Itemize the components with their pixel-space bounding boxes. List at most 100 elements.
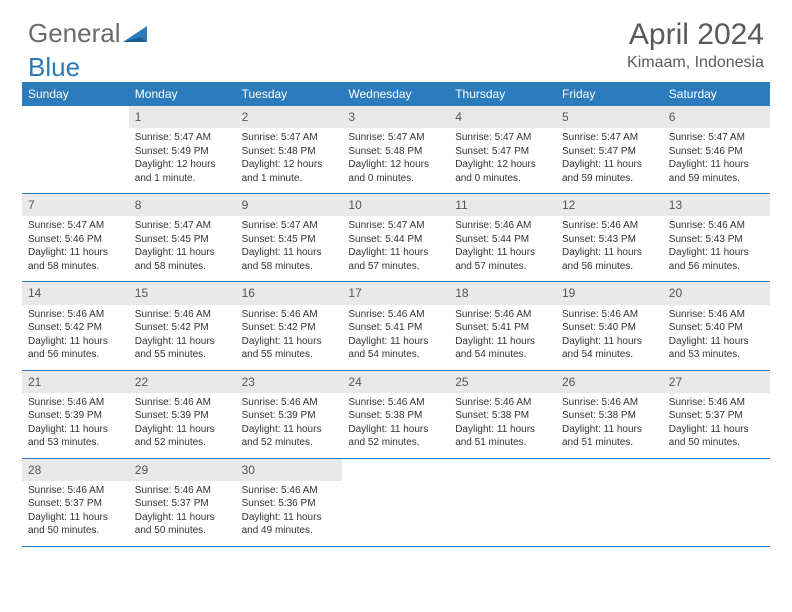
sunset-text: Sunset: 5:38 PM: [455, 410, 529, 421]
calendar-cell: 13Sunrise: 5:46 AMSunset: 5:43 PMDayligh…: [663, 194, 770, 281]
logo: General: [28, 18, 151, 49]
day-number: 16: [236, 282, 343, 304]
day-body: Sunrise: 5:46 AMSunset: 5:36 PMDaylight:…: [236, 481, 343, 546]
sunset-text: Sunset: 5:37 PM: [28, 498, 102, 509]
day-number: 3: [342, 106, 449, 128]
sunrise-text: Sunrise: 5:46 AM: [669, 309, 745, 320]
daylight-text: Daylight: 11 hours and 57 minutes.: [455, 247, 535, 272]
sunrise-text: Sunrise: 5:46 AM: [242, 309, 318, 320]
day-number: [342, 459, 449, 481]
sunset-text: Sunset: 5:44 PM: [348, 234, 422, 245]
weekday-header: SundayMondayTuesdayWednesdayThursdayFrid…: [22, 82, 770, 106]
day-body: Sunrise: 5:47 AMSunset: 5:45 PMDaylight:…: [129, 216, 236, 281]
sunrise-text: Sunrise: 5:46 AM: [562, 309, 638, 320]
daylight-text: Daylight: 11 hours and 59 minutes.: [562, 159, 642, 184]
daylight-text: Daylight: 11 hours and 51 minutes.: [455, 424, 535, 449]
title-block: April 2024 Kimaam, Indonesia: [627, 18, 764, 72]
calendar-cell: 15Sunrise: 5:46 AMSunset: 5:42 PMDayligh…: [129, 282, 236, 369]
sunrise-text: Sunrise: 5:46 AM: [562, 220, 638, 231]
calendar: SundayMondayTuesdayWednesdayThursdayFrid…: [22, 82, 770, 547]
calendar-cell: 16Sunrise: 5:46 AMSunset: 5:42 PMDayligh…: [236, 282, 343, 369]
daylight-text: Daylight: 11 hours and 52 minutes.: [135, 424, 215, 449]
day-body: [22, 128, 129, 188]
day-number: [449, 459, 556, 481]
header: General April 2024 Kimaam, Indonesia: [0, 0, 792, 82]
day-body: [556, 481, 663, 541]
day-number: 2: [236, 106, 343, 128]
sunset-text: Sunset: 5:40 PM: [669, 322, 743, 333]
calendar-cell: 28Sunrise: 5:46 AMSunset: 5:37 PMDayligh…: [22, 459, 129, 546]
daylight-text: Daylight: 11 hours and 49 minutes.: [242, 512, 322, 537]
weekday-label: Monday: [129, 82, 236, 106]
daylight-text: Daylight: 12 hours and 1 minute.: [135, 159, 216, 184]
calendar-cell: 1Sunrise: 5:47 AMSunset: 5:49 PMDaylight…: [129, 106, 236, 193]
day-number: 27: [663, 371, 770, 393]
calendar-cell: 17Sunrise: 5:46 AMSunset: 5:41 PMDayligh…: [342, 282, 449, 369]
calendar-cell: 12Sunrise: 5:46 AMSunset: 5:43 PMDayligh…: [556, 194, 663, 281]
calendar-cell: 3Sunrise: 5:47 AMSunset: 5:48 PMDaylight…: [342, 106, 449, 193]
day-body: Sunrise: 5:46 AM Sunset: 5:37 PM Daylight:…: [663, 393, 770, 458]
sunrise-text: Sunrise: 5:46 AM: [242, 485, 318, 496]
sunrise-text: Sunrise: 5:46 AM: [669, 397, 745, 408]
sunset-text: Sunset: 5:39 PM: [28, 410, 102, 421]
daylight-text: Daylight: 12 hours and 0 minutes.: [455, 159, 536, 184]
day-body: Sunrise: 5:47 AMSunset: 5:44 PMDaylight:…: [342, 216, 449, 281]
day-number: 15: [129, 282, 236, 304]
day-body: Sunrise: 5:46 AMSunset: 5:37 PMDaylight:…: [129, 481, 236, 546]
sunrise-text: Sunrise: 5:46 AM: [455, 397, 531, 408]
day-body: Sunrise: 5:46 AMSunset: 5:43 PMDaylight:…: [663, 216, 770, 281]
calendar-cell: 24Sunrise: 5:46 AMSunset: 5:38 PMDayligh…: [342, 371, 449, 458]
sunset-text: Sunset: 5:46 PM: [669, 146, 743, 157]
sunset-text: Sunset: 5:42 PM: [28, 322, 102, 333]
sunrise-text: Sunrise: 5:46 AM: [669, 220, 745, 231]
daylight-text: Daylight: 12 hours and 1 minute.: [242, 159, 323, 184]
day-number: 18: [449, 282, 556, 304]
day-body: [663, 481, 770, 541]
sunrise-text: Sunrise: 5:46 AM: [28, 485, 104, 496]
calendar-cell: 11Sunrise: 5:46 AMSunset: 5:44 PMDayligh…: [449, 194, 556, 281]
sunset-text: Sunset: 5:42 PM: [135, 322, 209, 333]
calendar-cell: 5Sunrise: 5:47 AMSunset: 5:47 PMDaylight…: [556, 106, 663, 193]
logo-text-a: General: [28, 18, 121, 49]
day-number: 7: [22, 194, 129, 216]
day-number: [22, 106, 129, 128]
sunset-text: Sunset: 5:40 PM: [562, 322, 636, 333]
day-number: 28: [22, 459, 129, 481]
page-title-location: Kimaam, Indonesia: [627, 54, 764, 72]
day-body: Sunrise: 5:47 AMSunset: 5:45 PMDaylight:…: [236, 216, 343, 281]
calendar-cell: 20Sunrise: 5:46 AMSunset: 5:40 PMDayligh…: [663, 282, 770, 369]
sunrise-text: Sunrise: 5:46 AM: [28, 397, 104, 408]
day-number: 5: [556, 106, 663, 128]
daylight-text: Daylight: 11 hours and 52 minutes.: [242, 424, 322, 449]
daylight-text: Daylight: 11 hours and 56 minutes.: [562, 247, 642, 272]
calendar-week: 14Sunrise: 5:46 AMSunset: 5:42 PMDayligh…: [22, 282, 770, 370]
day-number: 30: [236, 459, 343, 481]
daylight-text: Daylight: 11 hours and 52 minutes.: [348, 424, 428, 449]
calendar-cell: [556, 459, 663, 546]
day-body: Sunrise: 5:46 AMSunset: 5:42 PMDaylight:…: [129, 305, 236, 370]
daylight-text: Daylight: 12 hours and 0 minutes.: [348, 159, 429, 184]
weekday-label: Sunday: [22, 82, 129, 106]
calendar-cell: 7Sunrise: 5:47 AMSunset: 5:46 PMDaylight…: [22, 194, 129, 281]
sunrise-text: Sunrise: 5:46 AM: [28, 309, 104, 320]
day-number: 1: [129, 106, 236, 128]
day-body: Sunrise: 5:46 AMSunset: 5:42 PMDaylight:…: [22, 305, 129, 370]
day-number: [663, 459, 770, 481]
weekday-label: Saturday: [663, 82, 770, 106]
sunset-text: Sunset: 5:43 PM: [562, 234, 636, 245]
daylight-text: Daylight: 11 hours and 51 minutes.: [562, 424, 642, 449]
day-number: 17: [342, 282, 449, 304]
sunset-text: Sunset: 5:47 PM: [562, 146, 636, 157]
daylight-text: Daylight: 11 hours and 50 minutes.: [669, 424, 749, 449]
day-body: Sunrise: 5:46 AMSunset: 5:38 PMDaylight:…: [342, 393, 449, 458]
sunset-text: Sunset: 5:47 PM: [455, 146, 529, 157]
day-body: Sunrise: 5:47 AMSunset: 5:46 PMDaylight:…: [663, 128, 770, 193]
calendar-cell: [663, 459, 770, 546]
logo-triangle-icon: [123, 24, 151, 44]
day-body: Sunrise: 5:46 AMSunset: 5:38 PMDaylight:…: [556, 393, 663, 458]
calendar-cell: [342, 459, 449, 546]
sunset-text: Sunset: 5:37 PM: [669, 410, 743, 421]
day-body: Sunrise: 5:46 AM Sunset: 5:40 PM Daylight:…: [663, 305, 770, 370]
daylight-text: Daylight: 11 hours and 53 minutes.: [669, 336, 749, 361]
daylight-text: Daylight: 11 hours and 55 minutes.: [135, 336, 215, 361]
